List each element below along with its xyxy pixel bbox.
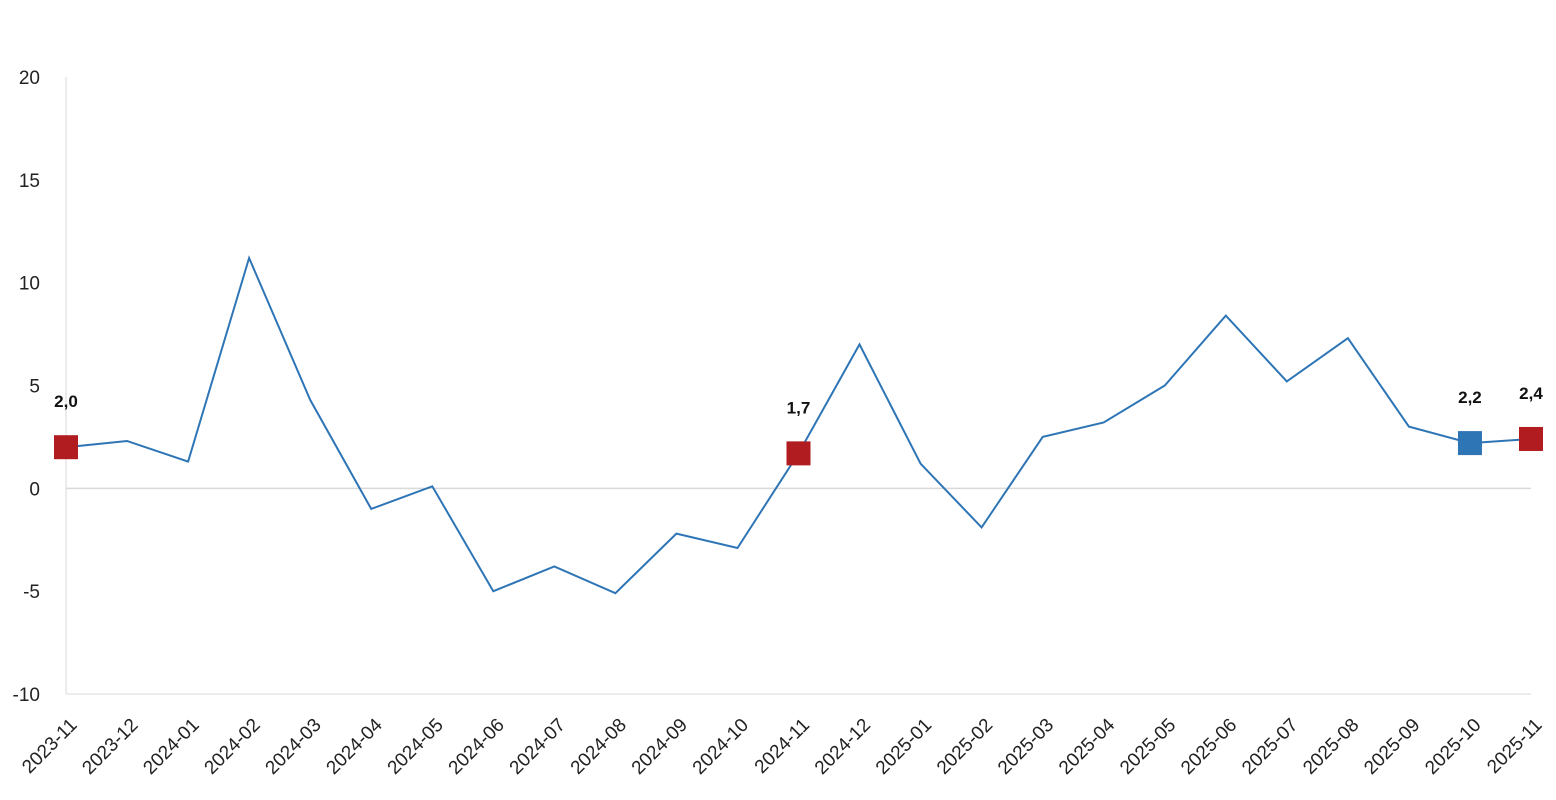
data-label: 2,4 [1519,384,1543,403]
y-axis: 20 15 10 5 0 -5 -10 [13,68,67,706]
x-tick-label: 2024-12 [811,715,875,779]
x-tick-label: 2025-10 [1421,715,1485,779]
x-tick-label: 2024-08 [567,715,631,779]
x-tick-label: 2023-12 [78,715,142,779]
y-tick-label: 20 [19,68,40,89]
x-tick-label: 2024-05 [384,715,448,779]
x-tick-label: 2025-09 [1360,715,1424,779]
x-tick-label: 2024-11 [751,715,814,778]
highlight-marker [54,435,78,460]
highlight-marker [1457,431,1482,456]
x-tick-label: 2025-06 [1177,715,1241,779]
x-tick-label: 2024-09 [628,715,692,779]
x-tick-label: 2024-01 [139,715,203,779]
x-tick-label: 2025-02 [933,715,997,779]
x-tick-label: 2024-02 [201,715,265,779]
x-tick-label: 2025-08 [1299,715,1363,779]
y-tick-label: 5 [29,377,40,398]
series-layer [65,255,1532,595]
y-tick-label: 15 [19,171,40,192]
x-tick-label: 2024-06 [445,715,509,779]
x-tick-label: 2025-05 [1116,715,1180,779]
data-label: 2,0 [54,392,78,411]
x-tick-label: 2024-10 [689,715,753,779]
x-tick-label: 2025-03 [994,715,1058,779]
x-tick-label: 2025-04 [1055,714,1119,778]
x-tick-label: 2024-04 [323,714,387,778]
y-tick-label: -10 [13,685,40,706]
y-tick-label: -5 [23,582,40,603]
y-tick-label: 0 [29,479,40,500]
x-tick-label: 2025-11 [1483,715,1546,778]
y-tick-label: 10 [19,274,40,295]
x-tick-label: 2025-01 [872,715,936,779]
highlight-marker [1519,426,1543,451]
x-tick-label: 2025-07 [1238,715,1302,779]
data-label: 2,2 [1458,388,1482,407]
series-line [65,255,1532,595]
x-tick-label: 2024-07 [506,715,570,779]
highlight-marker [786,441,811,466]
x-axis: 2023-112023-122024-012024-022024-032024-… [18,487,1547,779]
highlight-markers: 2,0 1,7 2,2 2,4 [54,384,1543,466]
x-tick-label: 2023-11 [18,715,81,778]
data-label: 1,7 [787,398,811,417]
x-tick-label: 2024-03 [262,715,326,779]
